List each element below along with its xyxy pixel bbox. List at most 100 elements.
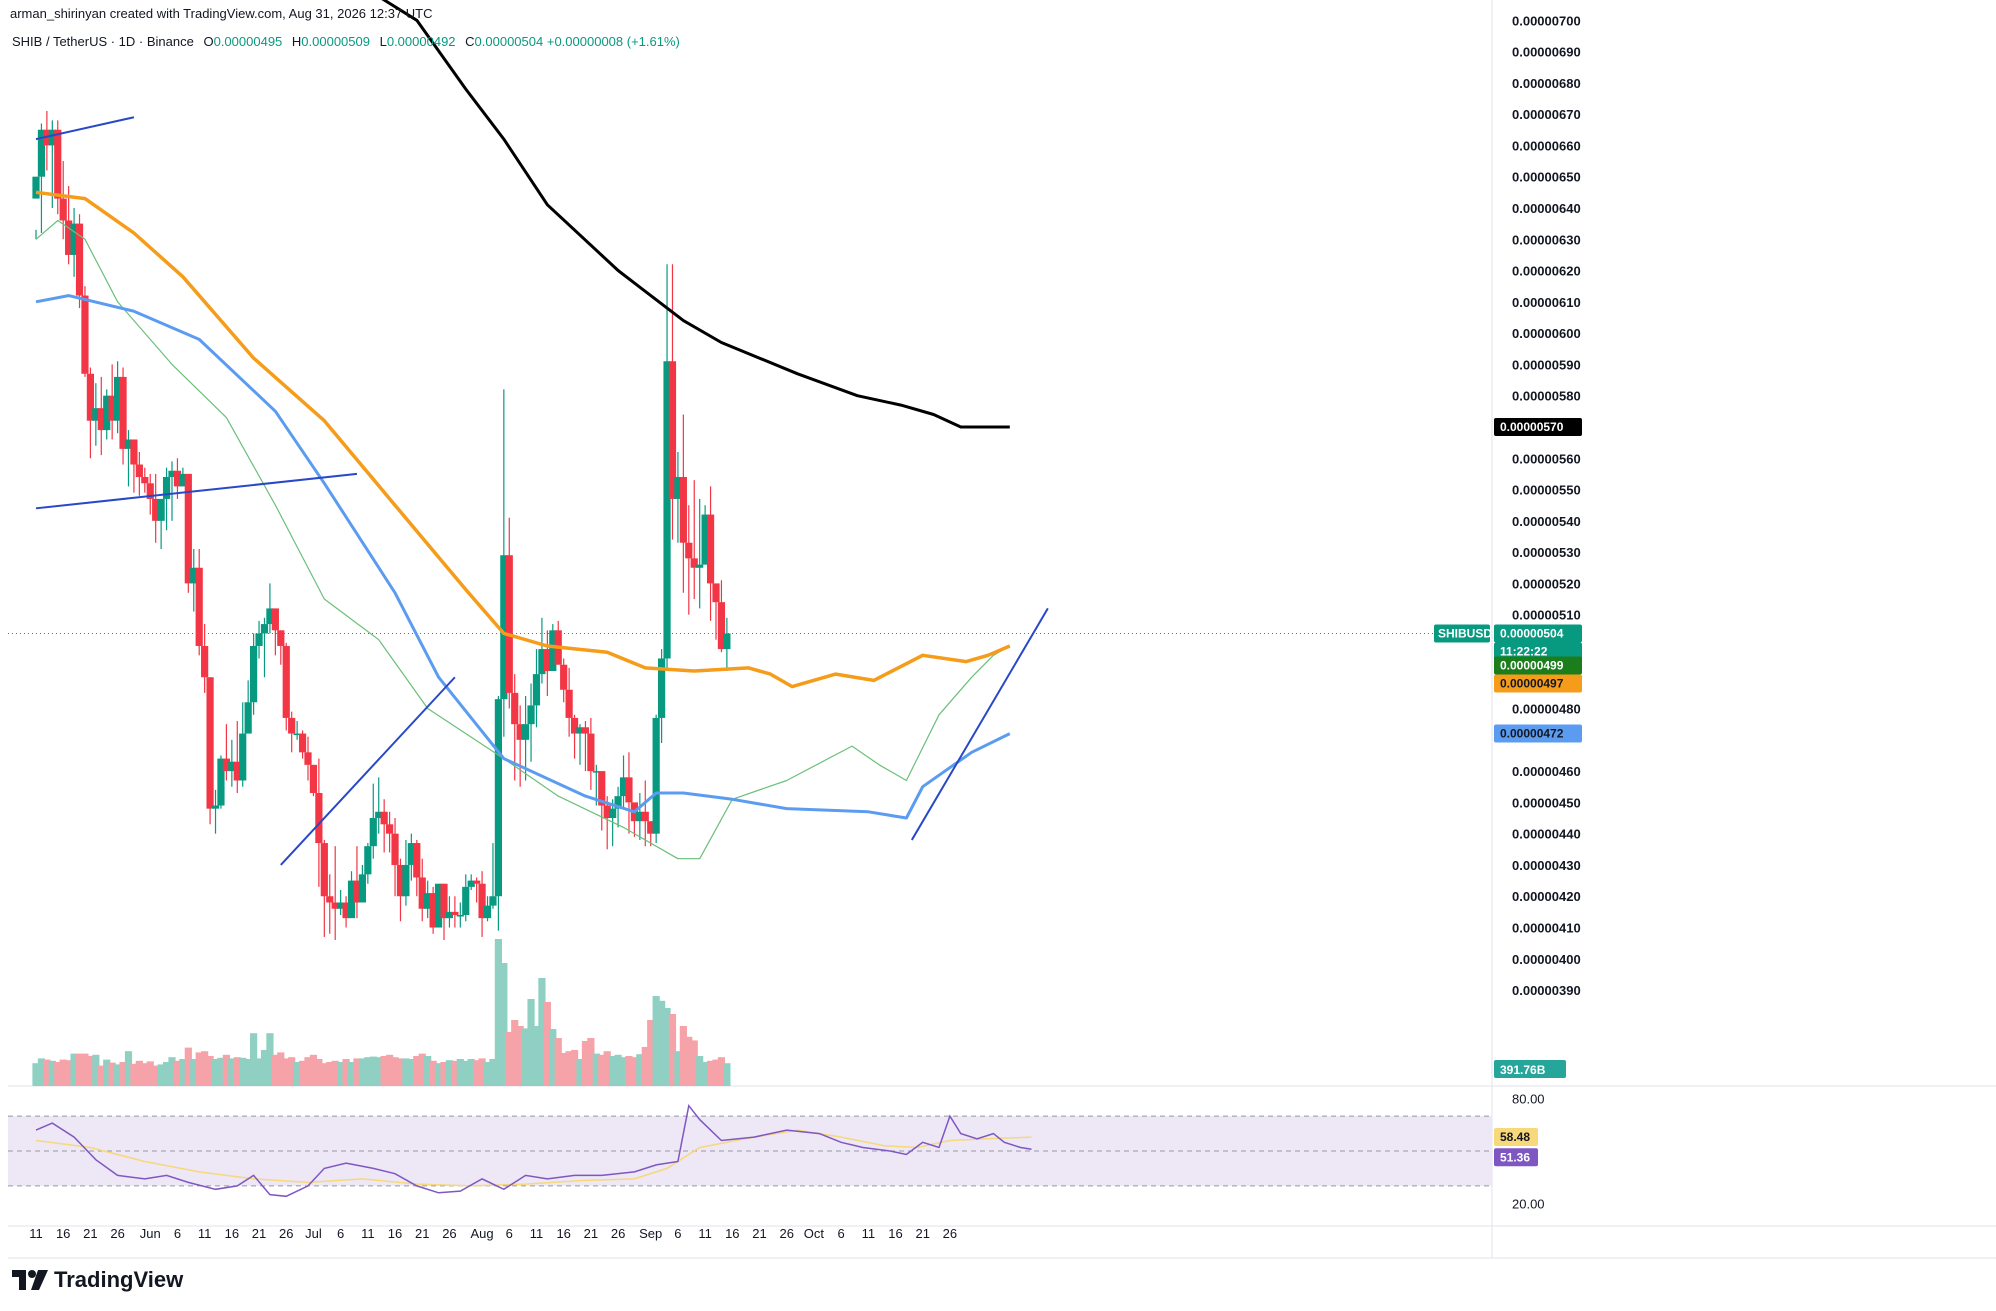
candle-body [494,699,502,897]
price-tick-label: 0.00000520 [1512,576,1581,591]
volume-bar [717,1057,726,1086]
candle-body [598,771,606,806]
candle-body [124,439,133,449]
time-tick-label: 26 [611,1226,625,1241]
low-label: L [379,34,387,49]
candle-body [424,893,432,909]
symbol-badge-label: SHIBUSDT [1438,626,1500,640]
trend-line [280,676,456,866]
price-tick-label: 0.00000410 [1512,921,1581,936]
volume-bar [679,1026,687,1086]
price-tick-label: 0.00000610 [1512,295,1581,310]
volume-bar [48,1060,56,1086]
candle-body [250,645,258,703]
candle-body [206,677,214,809]
candle-body [222,758,230,772]
candle-body [527,705,535,725]
volume-bar [603,1051,611,1086]
volume-bar [152,1065,160,1086]
candle-body [271,608,279,631]
volume-bar [309,1054,318,1086]
candle-body [320,843,328,897]
volume-bar [353,1058,361,1086]
candle-body [467,880,475,887]
candle-body [418,877,426,909]
candle-body [282,645,290,718]
candle-body [652,717,660,834]
volume-bar [614,1054,622,1086]
candle-body [114,376,122,421]
candle-body [619,777,628,797]
volume-bar [560,1053,568,1086]
price-tick-label: 0.00000700 [1512,13,1581,28]
time-tick-label: 21 [752,1226,766,1241]
volume-bar [598,1054,606,1086]
volume-bar [37,1058,46,1086]
price-tick-label: 0.00000670 [1512,107,1581,122]
candle-body [86,373,94,421]
candle-body [37,129,46,177]
close-value: 0.00000504 [474,34,544,49]
volume-bar [413,1056,421,1086]
candle-body [483,905,492,919]
candle-body [592,771,600,773]
candle-body [70,223,78,255]
tradingview-logo[interactable]: TradingView [12,1267,183,1293]
candle-body [647,821,655,834]
volume-bar [723,1063,731,1086]
volume-bar [342,1059,350,1086]
candle-body [511,692,519,725]
time-tick-label: 21 [584,1226,598,1241]
volume-bar [201,1051,209,1086]
candle-body [135,464,143,478]
volume-bar [592,1053,600,1086]
candle-body [141,477,149,484]
price-badge [1494,656,1582,675]
candle-body [288,717,296,734]
time-tick-label: Jun [140,1226,161,1241]
time-tick-label: 11 [698,1226,712,1241]
volume-bar [706,1060,715,1086]
rsi-ma-badge [1494,1128,1538,1147]
volume-bar [609,1056,617,1086]
candle-body [434,883,443,928]
price-tick-label: 0.00000620 [1512,264,1581,279]
price-tick-label: 0.00000640 [1512,201,1581,216]
candle-body [451,911,459,916]
volume-bar [32,1063,40,1086]
open-value: 0.00000495 [213,34,283,49]
volume-bar [391,1057,399,1086]
volume-bar [543,1002,551,1086]
price-tick-label: 0.00000440 [1512,827,1581,842]
candle-body [211,805,220,809]
candle-body [233,761,241,781]
volume-bar [554,1038,562,1086]
candle-body [353,880,361,903]
candle-body [255,633,263,646]
volume-bar [658,1000,666,1086]
volume-bar [233,1057,241,1086]
time-tick-label: 16 [725,1226,739,1241]
candle-body [603,805,611,819]
volume-bar [516,1026,524,1086]
volume-bar [244,1059,252,1086]
candle-body [473,880,481,884]
time-tick-label: 11 [862,1226,876,1241]
rsi-line [35,1103,1032,1198]
time-tick-label: 26 [110,1226,124,1241]
price-tick-label: 0.00000660 [1512,138,1581,153]
candle-body [48,129,56,146]
volume-bar [103,1059,111,1086]
volume-bar [97,1065,105,1086]
candle-body [304,752,312,765]
time-tick-label: 11 [29,1226,43,1241]
candle-body [331,902,339,909]
candle-body [342,902,350,919]
candle-body [146,483,154,499]
time-tick-label: 21 [915,1226,929,1241]
symbol-name[interactable]: SHIB / TetherUS · 1D · Binance [12,34,194,49]
volume-bar [467,1059,475,1086]
volume-bar [135,1060,143,1086]
volume-bar [712,1059,720,1086]
